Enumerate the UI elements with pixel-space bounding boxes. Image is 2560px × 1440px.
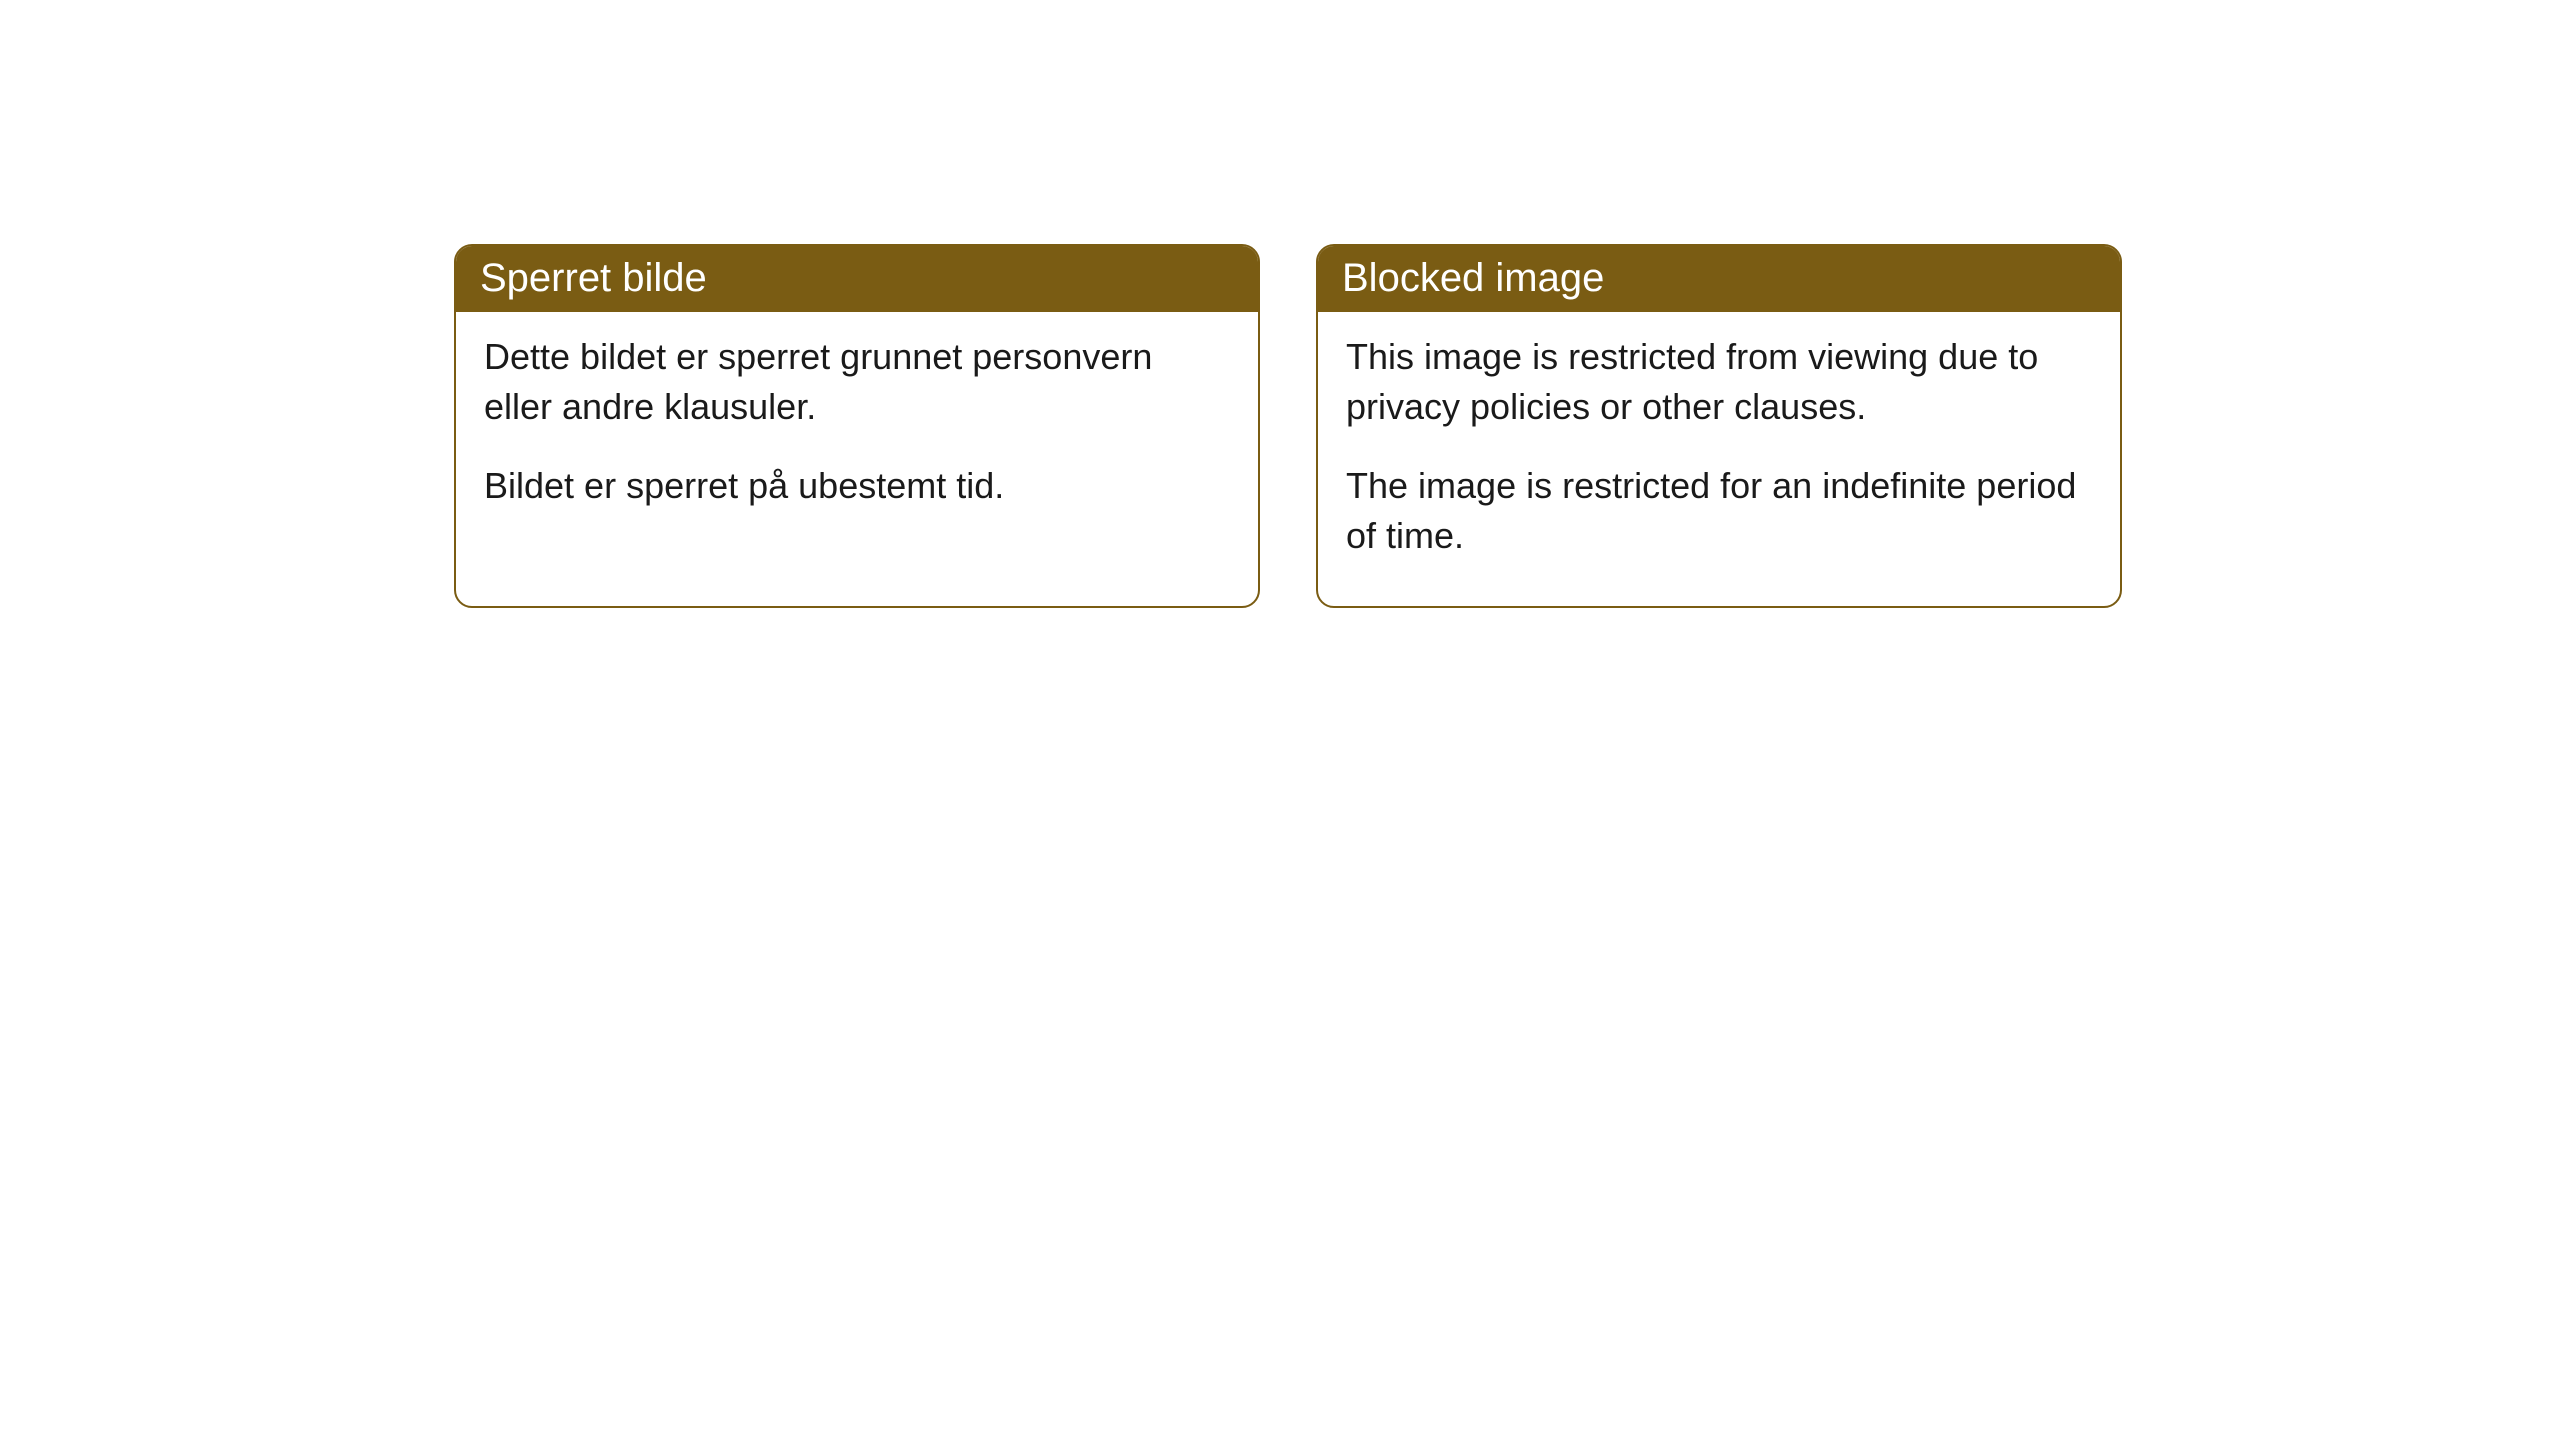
card-body: Dette bildet er sperret grunnet personve… [456,312,1258,555]
notice-paragraph: Dette bildet er sperret grunnet personve… [484,332,1230,433]
card-body: This image is restricted from viewing du… [1318,312,2120,606]
notice-card-english: Blocked image This image is restricted f… [1316,244,2122,608]
notice-cards-container: Sperret bilde Dette bildet er sperret gr… [454,244,2560,608]
notice-card-norwegian: Sperret bilde Dette bildet er sperret gr… [454,244,1260,608]
card-title: Sperret bilde [456,246,1258,312]
notice-paragraph: This image is restricted from viewing du… [1346,332,2092,433]
card-title: Blocked image [1318,246,2120,312]
notice-paragraph: The image is restricted for an indefinit… [1346,461,2092,562]
notice-paragraph: Bildet er sperret på ubestemt tid. [484,461,1230,511]
